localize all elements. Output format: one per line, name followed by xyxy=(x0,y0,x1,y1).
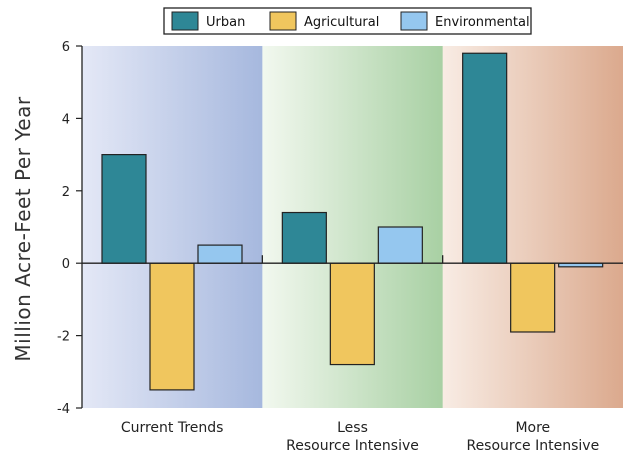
y-axis-label: Million Acre-Feet Per Year xyxy=(11,96,35,361)
y-tick-label: -4 xyxy=(57,402,70,417)
legend-swatch-urban xyxy=(171,11,199,31)
axes xyxy=(76,45,623,409)
legend-label-environmental: Environmental xyxy=(435,15,530,30)
bar-environmental-current-trends xyxy=(197,244,243,264)
legend: Urban Agricultural Environmental xyxy=(163,7,532,35)
y-tick-label: 4 xyxy=(62,112,70,127)
legend-label-agricultural: Agricultural xyxy=(304,15,379,30)
category-label-more-resource-intensive-line-1: More xyxy=(515,420,550,436)
y-tick-label: 6 xyxy=(62,40,70,55)
bar-agricultural-more-resource-intensive xyxy=(510,262,556,333)
category-label-current-trends-line-1: Current Trends xyxy=(121,420,224,436)
legend-box xyxy=(163,7,532,35)
y-tick-label: 2 xyxy=(62,185,70,200)
bar-environmental-less-resource-intensive xyxy=(377,226,423,264)
legend-label-urban: Urban xyxy=(206,15,245,30)
bar-agricultural-less-resource-intensive xyxy=(329,262,375,366)
category-labels: Current Trends Less Resource Intensive More… xyxy=(121,420,599,454)
legend-swatch-environmental xyxy=(400,11,428,31)
bar-urban-less-resource-intensive xyxy=(281,211,327,264)
y-tick-labels: 6 4 2 0 -2 -4 xyxy=(57,40,70,417)
category-label-less-resource-intensive-line-2: Resource Intensive xyxy=(286,438,419,454)
legend-swatch-agricultural xyxy=(269,11,297,31)
y-tick-label: 0 xyxy=(62,257,70,272)
category-label-less-resource-intensive-line-1: Less xyxy=(337,420,368,436)
bar-agricultural-current-trends xyxy=(149,262,195,391)
bar-urban-more-resource-intensive xyxy=(462,52,508,264)
bars xyxy=(101,52,604,391)
bar-urban-current-trends xyxy=(101,154,147,264)
y-tick-label: -2 xyxy=(57,330,70,345)
category-label-more-resource-intensive-line-2: Resource Intensive xyxy=(466,438,599,454)
